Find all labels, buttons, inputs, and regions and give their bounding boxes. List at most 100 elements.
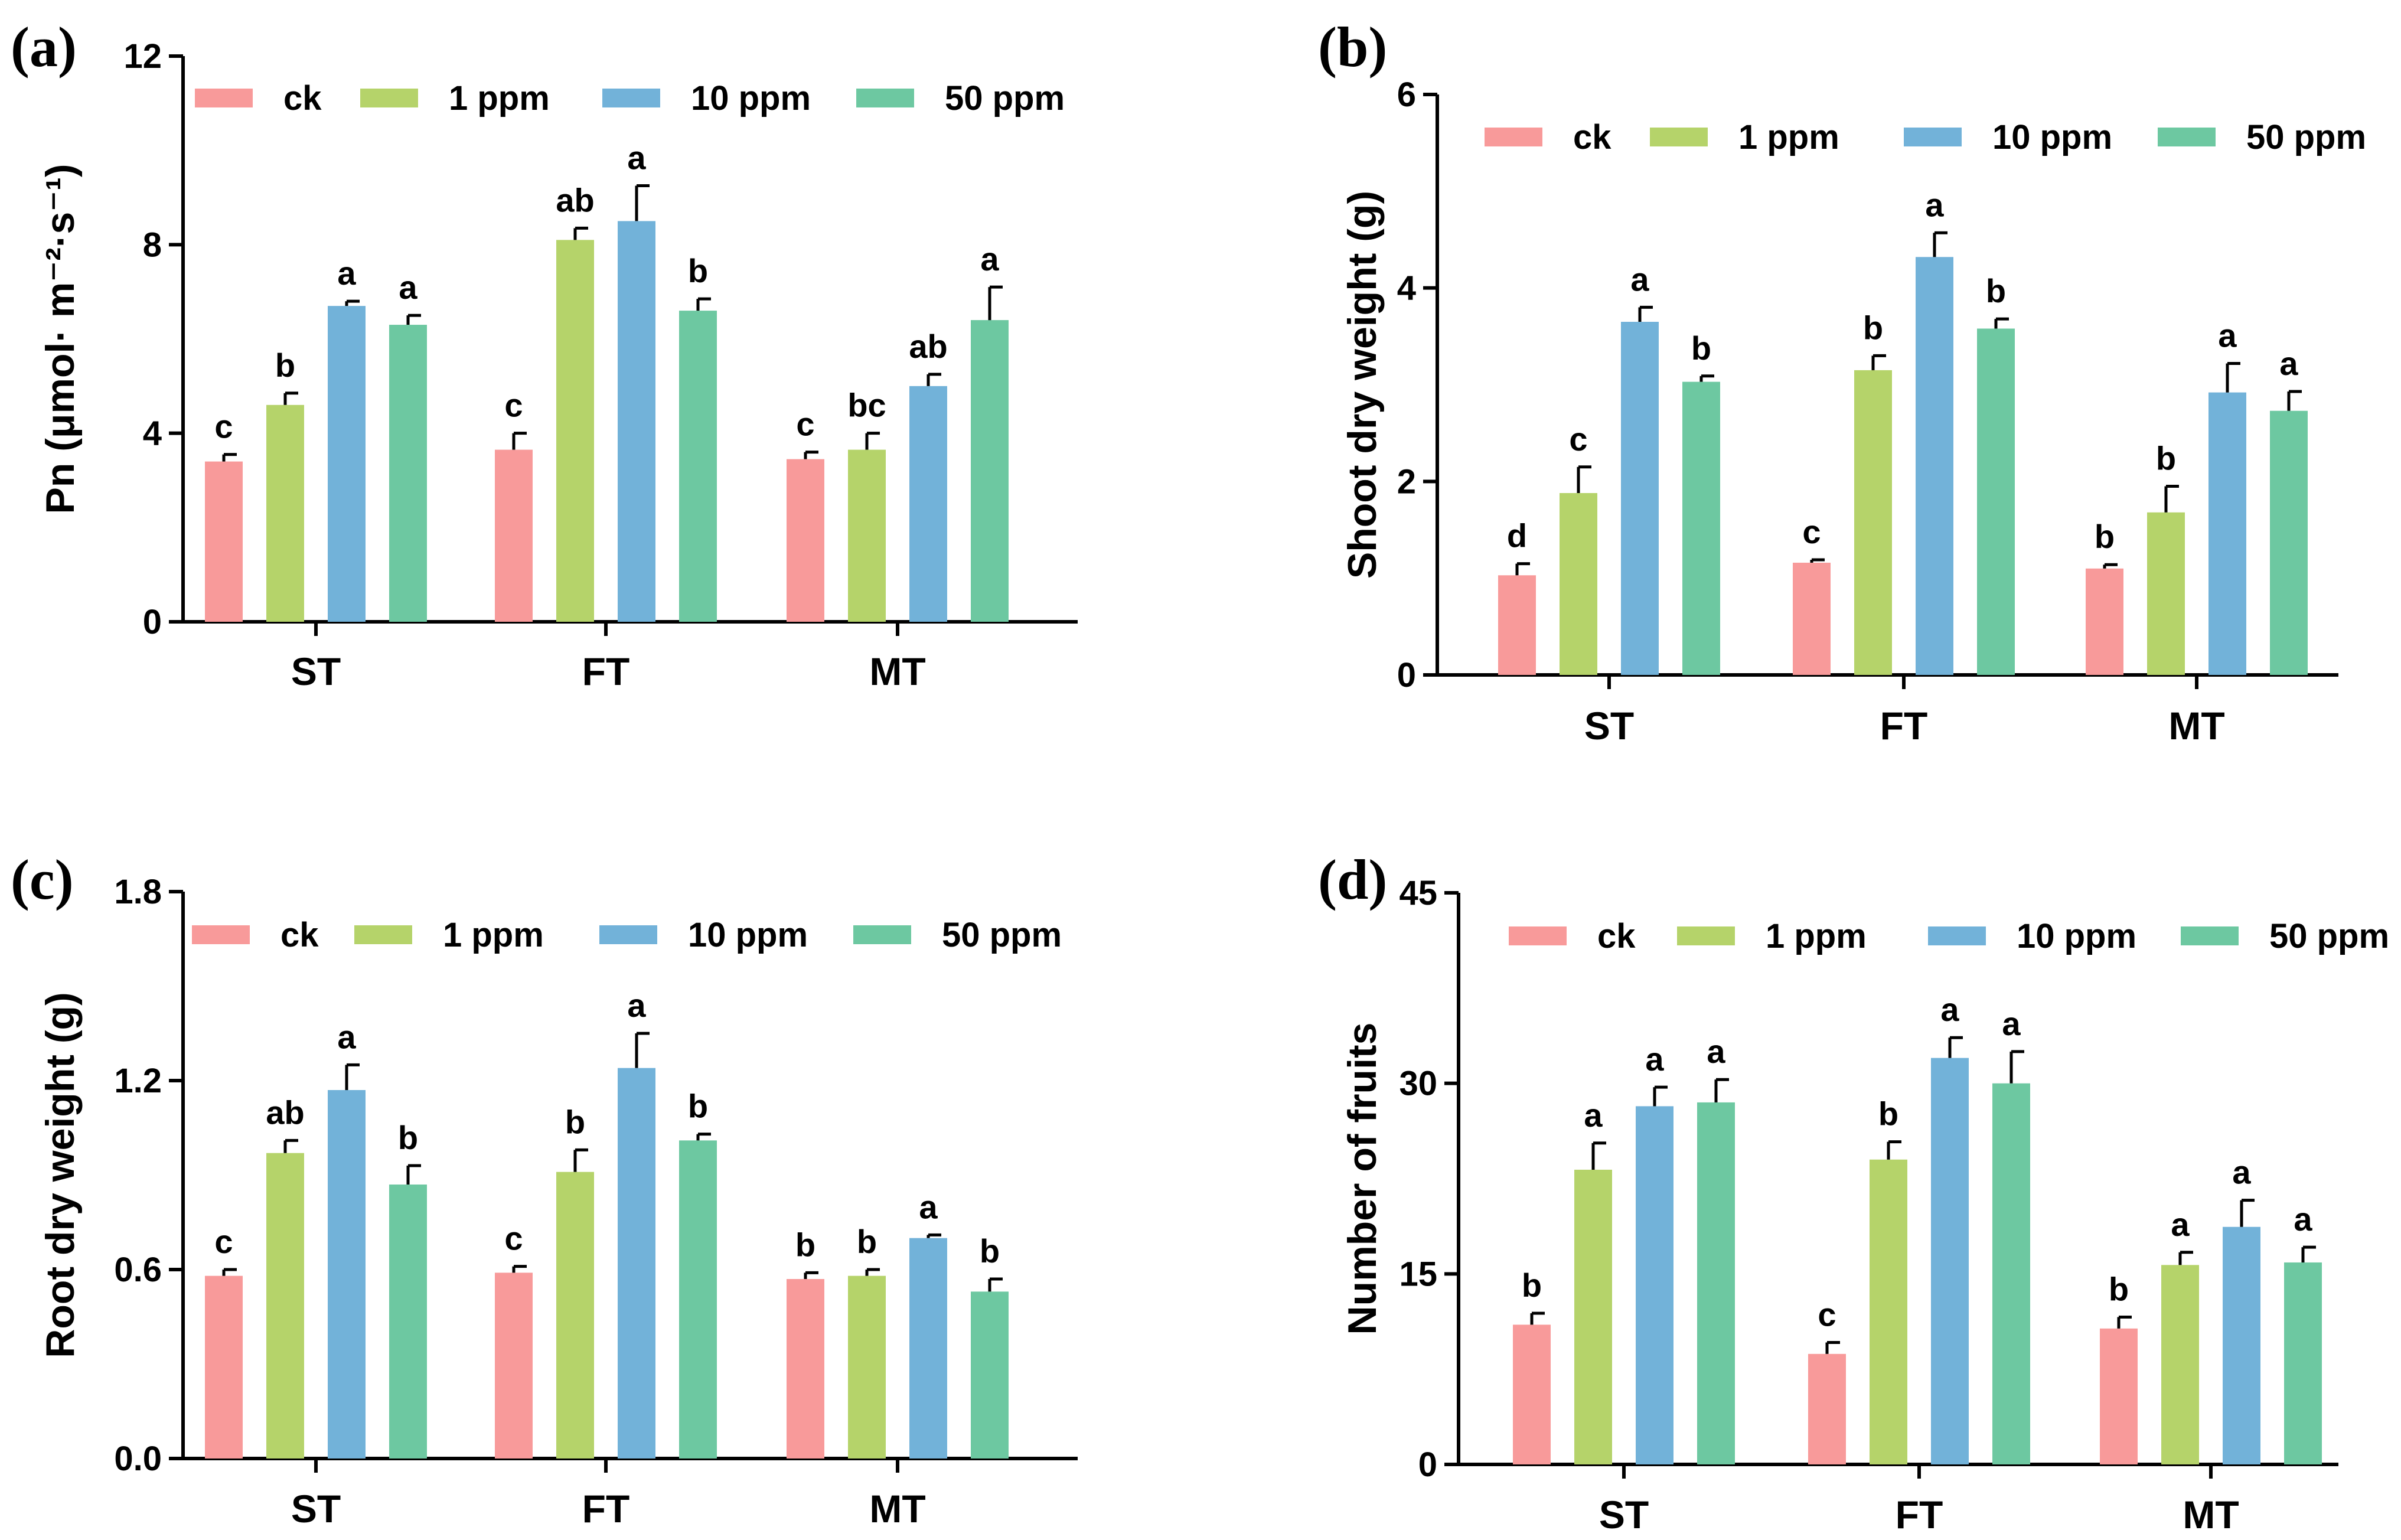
significance-label: b [1878,1095,1898,1133]
y-axis-title: Number of fruits [1340,1023,1385,1335]
legend-label: 1 ppm [443,916,544,954]
legend-label: 10 ppm [1992,118,2112,156]
bar-10ppm-FT [618,221,655,622]
bar-1ppm-FT [556,240,594,622]
significance-label: a [1707,1033,1725,1070]
significance-label: a [2279,345,2298,382]
significance-label: a [2232,1154,2251,1191]
significance-label: b [1986,272,2006,309]
legend-label: 1 ppm [449,79,550,118]
legend-swatch-50ppm [853,925,911,944]
significance-label: c [214,1223,233,1260]
y-tick-label: 0 [143,603,162,641]
significance-label: ab [556,181,594,218]
significance-label: a [2002,1005,2021,1042]
significance-label: a [399,269,417,306]
bar-1ppm-MT [2147,512,2185,675]
legend-label: 10 ppm [2017,917,2136,955]
bar-ck-MT [2100,1328,2138,1464]
bar-10ppm-MT [2208,392,2246,675]
bar-10ppm-FT [1916,257,1953,675]
legend-swatch-10ppm [602,89,660,107]
y-tick-label: 12 [123,37,162,76]
bar-50ppm-MT [971,1291,1009,1459]
bar-1ppm-MT [2161,1265,2199,1464]
significance-label: d [1507,517,1527,554]
significance-label: a [627,987,646,1024]
significance-label: c [796,406,814,443]
significance-label: c [504,1220,523,1257]
bar-50ppm-ST [389,325,427,622]
bar-50ppm-ST [1697,1102,1735,1464]
x-tick-label: FT [582,650,630,693]
y-tick-label: 1.8 [114,873,162,911]
significance-label: b [1522,1267,1542,1304]
y-tick-label: 0.6 [114,1251,162,1289]
significance-label: b [688,1088,708,1125]
significance-label: b [857,1223,877,1260]
significance-label: a [2171,1206,2190,1243]
significance-label: c [1818,1296,1836,1333]
bar-50ppm-MT [2270,410,2308,675]
legend: ck 1 ppm 10 ppm 50 ppm [195,79,1065,118]
significance-label: b [688,252,708,289]
panel-label: (d) [1318,848,1387,911]
legend-swatch-50ppm [2181,926,2239,945]
x-tick-label: FT [582,1487,630,1531]
significance-label: b [2156,440,2176,477]
significance-label: b [1863,309,1883,346]
legend-label: 50 ppm [2269,917,2389,955]
bar-ck-MT [787,1279,824,1459]
bar-ck-ST [205,1275,243,1459]
legend-swatch-1ppm [1677,926,1735,945]
legend-swatch-10ppm [1928,926,1986,945]
bar-ck-MT [787,459,824,622]
y-axis-title: Pn (μmol· m⁻²·s⁻¹) [38,164,83,514]
legend-swatch-ck [195,89,253,107]
bar-50ppm-FT [679,1140,717,1459]
bar-10ppm-FT [1931,1058,1969,1464]
x-tick-label: MT [2168,704,2224,748]
legend-swatch-1ppm [360,89,418,107]
bar-50ppm-ST [1682,381,1720,675]
x-tick-label: MT [2183,1493,2239,1536]
bar-ck-FT [495,1273,533,1459]
significance-label: c [214,408,233,445]
chart-panel-4: (d) 0 15 30 45 Number of fruits ST FT MT b c b a b a a a… [1318,848,2389,1536]
bar-ck-FT [1808,1353,1846,1464]
y-tick-label: 0.0 [114,1440,162,1478]
panel-label: (c) [11,848,74,911]
chart-panel-3: (c) 0.0 0.6 1.2 1.8 Root dry weight (g) ST FT MT… [11,848,1078,1531]
y-axis-title: Shoot dry weight (g) [1340,191,1385,579]
legend: ck 1 ppm 10 ppm 50 ppm [192,916,1062,954]
bar-10ppm-ST [1621,322,1659,675]
x-tick-label: ST [1584,704,1634,748]
legend-swatch-1ppm [354,925,412,944]
legend-swatch-50ppm [2158,128,2216,146]
x-tick-label: ST [1599,1493,1649,1536]
bar-10ppm-ST [328,1090,366,1459]
significance-label: a [1940,991,1959,1028]
x-tick-label: ST [291,1487,341,1531]
bar-50ppm-FT [679,311,717,622]
x-tick-label: FT [1896,1493,1943,1536]
legend-label: ck [1573,118,1611,156]
legend-label: 1 ppm [1738,118,1839,156]
legend-swatch-ck [1485,128,1542,146]
y-tick-label: 1.2 [114,1062,162,1100]
bar-10ppm-ST [328,306,366,622]
y-tick-label: 4 [1397,269,1416,308]
legend-label: ck [280,916,319,954]
legend-label: 50 ppm [2246,118,2366,156]
bar-ck-MT [2086,568,2123,675]
significance-label: b [565,1103,585,1140]
significance-label: a [980,240,999,278]
y-tick-label: 2 [1397,462,1416,501]
bar-ck-FT [495,449,533,622]
y-tick-label: 0 [1418,1446,1437,1484]
significance-label: c [1802,513,1821,550]
bar-50ppm-ST [389,1185,427,1459]
y-axis-title: Root dry weight (g) [38,992,83,1358]
chart-panel-2: (b) 0 2 4 6 Shoot dry weight (g) ST FT MT d c b c b b a… [1318,15,2366,748]
